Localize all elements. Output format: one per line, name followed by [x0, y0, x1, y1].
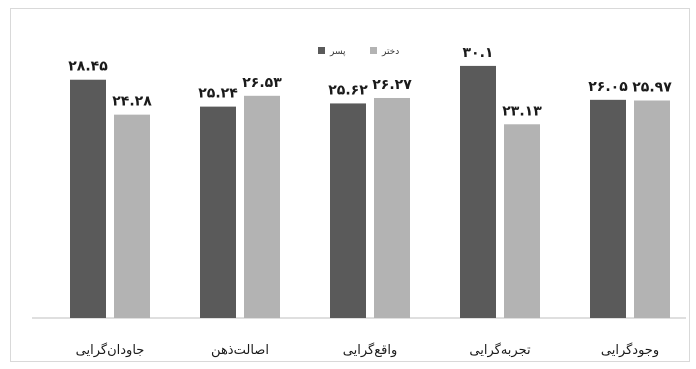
bar	[114, 114, 150, 318]
legend-label: پسر	[329, 47, 346, 57]
category-label: جاودان‌گرایی	[76, 342, 145, 358]
data-label: ۲۸.۴۵	[68, 59, 108, 75]
data-label: ۲۶.۵۳	[242, 75, 282, 91]
bar	[460, 65, 496, 318]
data-label: ۲۵.۲۴	[198, 86, 238, 102]
bar	[70, 79, 106, 318]
bar	[634, 100, 670, 318]
legend-label: دختر	[381, 47, 399, 57]
data-label: ۲۶.۰۵	[588, 79, 628, 95]
data-label: ۲۵.۹۷	[632, 80, 672, 96]
data-label: ۳۰.۱	[463, 45, 494, 61]
data-label: ۲۵.۶۲	[328, 82, 368, 98]
bar	[244, 95, 280, 318]
bar	[590, 99, 626, 318]
data-label: ۲۳.۱۳	[502, 103, 542, 119]
category-label: اصالت‌ذهن	[211, 343, 269, 358]
bar	[504, 124, 540, 318]
bar	[330, 103, 366, 319]
legend-swatch	[370, 47, 377, 54]
category-label: وجودگرایی	[601, 342, 659, 358]
data-label: ۲۶.۲۷	[372, 77, 412, 93]
bar	[374, 97, 410, 319]
legend-swatch	[318, 47, 325, 54]
data-label: ۲۴.۲۸	[112, 94, 152, 110]
bar	[200, 106, 236, 319]
category-label: واقع‌گرایی	[343, 342, 397, 358]
category-label: تجربه‌گرایی	[469, 342, 531, 358]
